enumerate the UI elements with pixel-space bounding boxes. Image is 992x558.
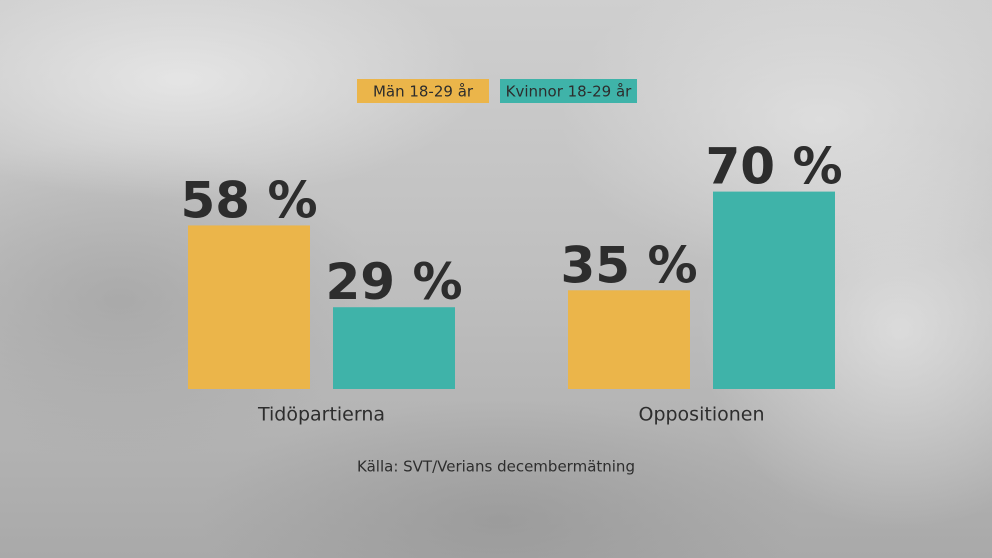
legend-label: Kvinnor 18-29 år <box>506 83 633 101</box>
legend-swatch <box>357 79 489 103</box>
legend-swatch <box>500 79 637 103</box>
source: Källa: SVT/Verians decembermätning <box>357 458 635 476</box>
legend-label: Män 18-29 år <box>373 83 474 101</box>
value-label: 35 % <box>560 236 697 294</box>
value-label: 58 % <box>180 171 317 229</box>
value-label: 29 % <box>325 253 462 311</box>
category-label: Tidöpartierna <box>257 404 385 426</box>
bar <box>568 290 690 389</box>
bar <box>713 191 835 389</box>
bar <box>188 225 310 389</box>
category-label: Oppositionen <box>638 404 764 426</box>
value-label: 70 % <box>705 138 842 196</box>
bar <box>333 307 455 389</box>
